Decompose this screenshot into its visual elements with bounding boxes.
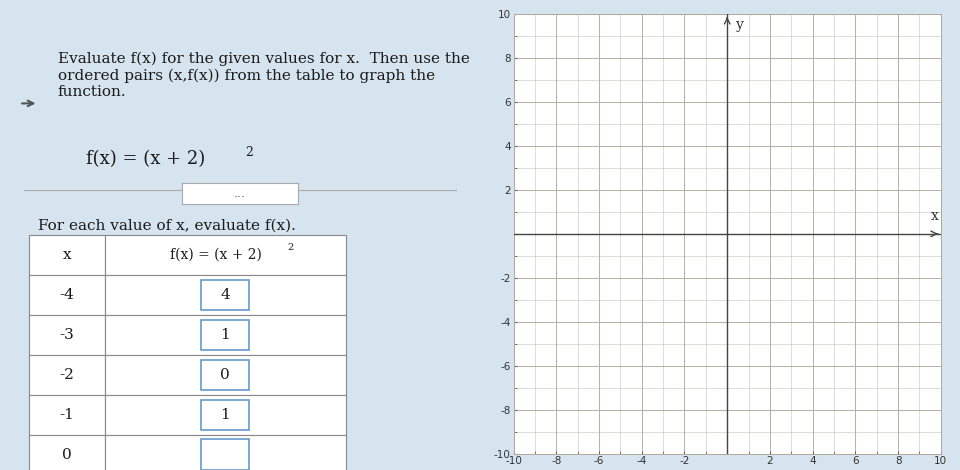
Text: 1: 1: [221, 408, 230, 422]
Text: -2: -2: [60, 368, 74, 382]
Bar: [202, 280, 250, 310]
Bar: [202, 360, 250, 390]
Text: f(x) = (x + 2): f(x) = (x + 2): [170, 248, 261, 262]
Text: 2: 2: [287, 243, 293, 252]
Text: 2: 2: [245, 146, 252, 159]
Text: ...: ...: [234, 188, 246, 200]
Bar: [105, 315, 346, 355]
Text: x: x: [930, 209, 938, 223]
Bar: [202, 320, 250, 350]
Text: f(x) = (x + 2): f(x) = (x + 2): [86, 150, 205, 168]
Bar: [105, 355, 346, 395]
Text: -3: -3: [60, 328, 74, 342]
Bar: [29, 275, 105, 315]
Text: 0: 0: [62, 448, 72, 462]
Text: For each value of x, evaluate f(x).: For each value of x, evaluate f(x).: [38, 219, 297, 233]
Bar: [29, 435, 105, 470]
Text: 1: 1: [221, 328, 230, 342]
Bar: [105, 275, 346, 315]
Text: x: x: [62, 248, 71, 262]
Bar: [29, 315, 105, 355]
Text: 4: 4: [221, 288, 230, 302]
Text: Evaluate f(x) for the given values for x.  Then use the
ordered pairs (x,f(x)) f: Evaluate f(x) for the given values for x…: [58, 52, 469, 99]
Bar: [202, 439, 250, 470]
Bar: [105, 435, 346, 470]
Text: y: y: [735, 18, 744, 32]
Text: -1: -1: [60, 408, 74, 422]
Bar: [105, 235, 346, 275]
Bar: [202, 400, 250, 430]
Text: -4: -4: [60, 288, 74, 302]
Bar: [29, 395, 105, 435]
Bar: [29, 235, 105, 275]
Bar: [105, 395, 346, 435]
Bar: [29, 355, 105, 395]
Text: 0: 0: [221, 368, 230, 382]
